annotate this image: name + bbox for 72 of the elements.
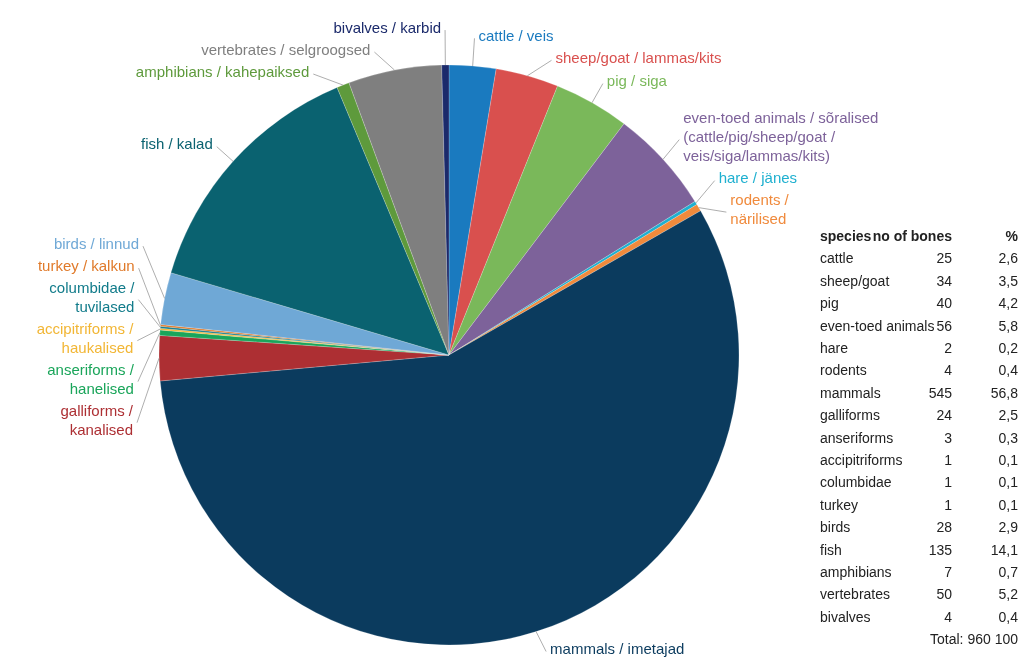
- text: rodents: [820, 362, 867, 379]
- slice-label: hare / jänes: [718, 169, 798, 187]
- text: 56,8: [990, 384, 1019, 401]
- text: 14,1: [990, 541, 1019, 558]
- text: no of bones: [872, 228, 953, 244]
- text: anseriforms: [820, 429, 894, 446]
- slice-label: mammals / imetajad: [550, 640, 685, 657]
- text: Total: 960 100: [930, 631, 1019, 648]
- slice-label: turkey / kalkun: [37, 256, 135, 274]
- text: hare: [820, 340, 849, 356]
- text: bivalves: [820, 608, 871, 625]
- text: fish: [820, 541, 842, 558]
- text: 34: [936, 272, 953, 289]
- text: 25: [936, 250, 953, 267]
- text: vertebrates: [820, 586, 891, 603]
- text: amphibians: [820, 564, 892, 580]
- text: 5,8: [998, 317, 1019, 334]
- text: 1: [944, 474, 953, 491]
- text: 0,1: [998, 474, 1019, 491]
- slice-label: accipitriforms / haukalised: [36, 319, 135, 356]
- text: 5,2: [998, 586, 1019, 603]
- slice-label: cattle / veis: [478, 26, 554, 44]
- text: 3: [944, 429, 953, 446]
- text: 1: [944, 452, 953, 468]
- text: even-toed animals: [820, 317, 935, 334]
- slice-label: sheep/goat / lammas/kits: [555, 48, 722, 66]
- text: 0,4: [998, 608, 1019, 625]
- slice-label: pig / siga: [606, 72, 668, 90]
- text: cattle: [820, 250, 854, 267]
- text: 56: [936, 317, 953, 334]
- slice-label: birds / linnud: [53, 234, 140, 252]
- text: 0,7: [998, 564, 1019, 580]
- text: %: [1005, 228, 1019, 244]
- text: 4,2: [998, 295, 1019, 312]
- text: birds: [820, 519, 851, 536]
- text: 545: [928, 384, 953, 401]
- slice-label: vertebrates / selgroogsed: [201, 40, 371, 58]
- text: 24: [936, 407, 953, 424]
- slice-label: galliforms / kanalised: [60, 401, 134, 438]
- text: mammals: [820, 384, 881, 401]
- text: 4: [944, 608, 953, 625]
- slice-label: fish / kalad: [141, 135, 213, 153]
- text: 3,5: [998, 272, 1019, 289]
- text: 28: [936, 519, 953, 536]
- text: 0,1: [998, 452, 1019, 468]
- slice-label: columbidae / tuvilased: [49, 278, 136, 315]
- text: 135: [928, 541, 953, 558]
- text: 2: [944, 340, 953, 356]
- text: 4: [944, 362, 953, 379]
- slice-label: bivalves / karbid: [333, 18, 442, 36]
- slice-label: even-toed animals / sõralised (cattle/pig/sheep/goat / veis/siga/lammas/kits): [683, 109, 879, 165]
- text: sheep/goat: [820, 272, 890, 289]
- text: pig: [820, 295, 839, 312]
- text: columbidae: [820, 474, 892, 491]
- text: 1: [944, 496, 953, 513]
- text: galliforms: [820, 407, 880, 424]
- text: 0,4: [998, 362, 1019, 379]
- text: species: [820, 228, 872, 244]
- text: 0,3: [998, 429, 1019, 446]
- text: 40: [936, 295, 953, 312]
- text: turkey: [820, 496, 859, 513]
- text: 7: [944, 564, 953, 580]
- text: 2,9: [998, 519, 1019, 536]
- slice-label: anseriforms / hanelised: [47, 360, 135, 397]
- slice-label: amphibians / kahepaiksed: [135, 62, 310, 80]
- text: 2,6: [998, 250, 1019, 267]
- text: accipitriforms: [820, 452, 903, 468]
- text: 0,2: [998, 340, 1019, 356]
- text: 50: [936, 586, 953, 603]
- text: 2,5: [998, 407, 1019, 424]
- slice-label: rodents / närilised: [730, 191, 790, 228]
- text: 0,1: [998, 496, 1019, 513]
